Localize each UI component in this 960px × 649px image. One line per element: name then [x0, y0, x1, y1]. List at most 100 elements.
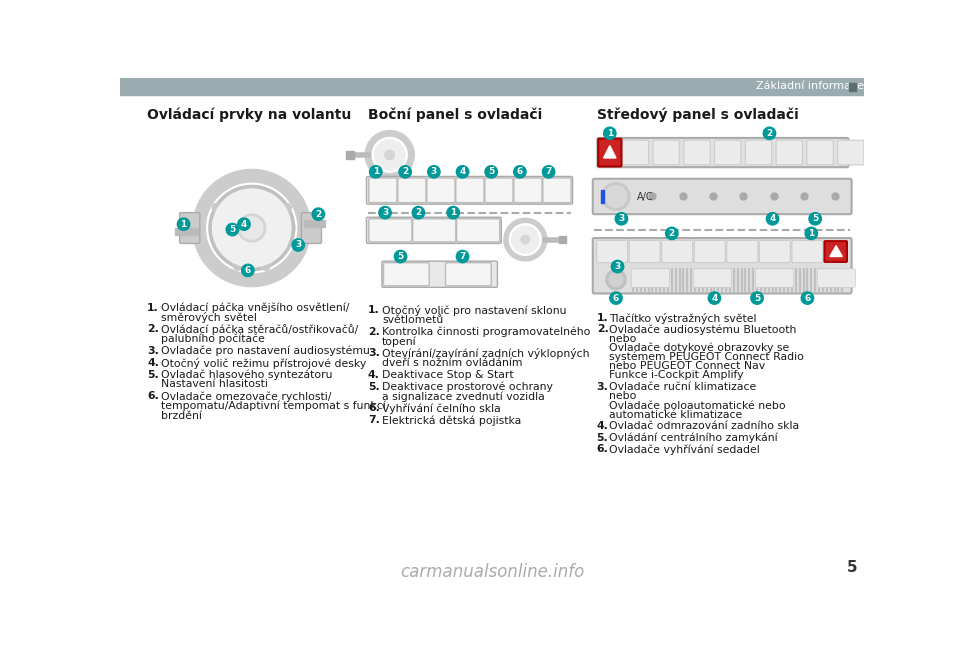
Circle shape	[751, 292, 763, 304]
FancyBboxPatch shape	[514, 178, 542, 202]
Text: Ovladače ruční klimatizace: Ovladače ruční klimatizace	[609, 382, 756, 392]
Text: 1: 1	[450, 208, 456, 217]
Circle shape	[427, 165, 440, 178]
FancyBboxPatch shape	[369, 219, 412, 242]
Text: 1: 1	[607, 129, 612, 138]
Circle shape	[521, 236, 530, 244]
Text: tempomatu/Adaptivní tempomat s funkcí: tempomatu/Adaptivní tempomat s funkcí	[161, 401, 386, 411]
Text: 5: 5	[229, 225, 235, 234]
Text: 5: 5	[754, 293, 760, 302]
Text: Ovladač odmrazování zadního skla: Ovladač odmrazování zadního skla	[609, 421, 799, 432]
Text: 4: 4	[711, 293, 718, 302]
Text: 3: 3	[295, 241, 301, 249]
FancyBboxPatch shape	[653, 140, 680, 165]
Text: Základní informace: Základní informace	[756, 81, 863, 92]
Circle shape	[512, 226, 539, 253]
Text: 2: 2	[315, 210, 322, 219]
Text: palubního počítače: palubního počítače	[161, 334, 265, 345]
Circle shape	[242, 264, 254, 276]
Circle shape	[178, 218, 190, 230]
Text: 4: 4	[241, 219, 247, 228]
FancyBboxPatch shape	[369, 178, 397, 202]
Text: 6.: 6.	[147, 391, 159, 401]
Text: Ovládací páčka vnějšího osvětlení/: Ovládací páčka vnějšího osvětlení/	[161, 302, 349, 313]
Text: carmanualsonline.info: carmanualsonline.info	[400, 563, 584, 582]
Text: Otevírání/zavírání zadních výklopných: Otevírání/zavírání zadních výklopných	[382, 348, 589, 359]
Text: směrových světel: směrových světel	[161, 312, 257, 323]
FancyBboxPatch shape	[592, 178, 852, 214]
Text: Ovladače pro nastavení audiosystému: Ovladače pro nastavení audiosystému	[161, 346, 370, 356]
Text: Deaktivace prostorové ochrany: Deaktivace prostorové ochrany	[382, 382, 553, 392]
FancyBboxPatch shape	[776, 140, 803, 165]
Text: Ovladače omezovače rychlosti/: Ovladače omezovače rychlosti/	[161, 391, 331, 402]
Text: Ovladač hlasového syntezátoru: Ovladač hlasového syntezátoru	[161, 370, 332, 380]
Text: 3: 3	[431, 167, 437, 177]
Text: 4.: 4.	[147, 358, 159, 368]
Circle shape	[456, 165, 468, 178]
Circle shape	[212, 189, 291, 267]
FancyBboxPatch shape	[180, 213, 200, 243]
Text: topení: topení	[382, 336, 417, 347]
Text: nebo PEUGEOT Connect Nav: nebo PEUGEOT Connect Nav	[609, 361, 765, 371]
FancyBboxPatch shape	[756, 269, 794, 288]
Bar	[120, 78, 864, 95]
Text: 2: 2	[416, 208, 421, 217]
Text: 6.: 6.	[596, 445, 609, 454]
Text: 1.: 1.	[596, 313, 609, 323]
Text: 7.: 7.	[368, 415, 380, 425]
Text: 3: 3	[618, 214, 625, 223]
Text: Funkce i-Cockpit Amplify: Funkce i-Cockpit Amplify	[609, 371, 744, 380]
Text: 3.: 3.	[368, 348, 380, 358]
FancyBboxPatch shape	[825, 241, 847, 262]
Circle shape	[605, 186, 627, 207]
Text: dveří s nožním ovládáním: dveří s nožním ovládáním	[382, 358, 522, 368]
Text: Deaktivace Stop & Start: Deaktivace Stop & Start	[382, 370, 514, 380]
Circle shape	[374, 140, 405, 170]
Text: 4: 4	[769, 214, 776, 223]
Text: nebo: nebo	[609, 391, 636, 401]
Circle shape	[609, 273, 623, 287]
FancyBboxPatch shape	[457, 219, 500, 242]
Text: systémem PEUGEOT Connect Radio: systémem PEUGEOT Connect Radio	[609, 352, 804, 363]
Text: Otočný volič režimu přístrojové desky: Otočný volič režimu přístrojové desky	[161, 358, 367, 369]
Circle shape	[615, 213, 628, 225]
Text: Vyhřívání čelního skla: Vyhřívání čelního skla	[382, 403, 501, 413]
Circle shape	[385, 150, 395, 160]
FancyBboxPatch shape	[622, 140, 649, 165]
Text: 1: 1	[808, 229, 814, 238]
Polygon shape	[604, 145, 616, 158]
Text: 2: 2	[669, 229, 675, 238]
Text: 4.: 4.	[596, 421, 609, 432]
FancyBboxPatch shape	[745, 140, 772, 165]
Text: 1: 1	[180, 219, 186, 228]
Text: Ovladače dotykové obrazovky se: Ovladače dotykové obrazovky se	[609, 343, 789, 353]
Circle shape	[542, 165, 555, 178]
FancyBboxPatch shape	[382, 261, 497, 288]
Circle shape	[602, 182, 630, 210]
Text: 4.: 4.	[368, 370, 380, 380]
Text: nebo: nebo	[609, 334, 636, 343]
Text: Ovládací prvky na volantu: Ovládací prvky na volantu	[147, 107, 351, 121]
Text: Ovladače vyhřívání sedadel: Ovladače vyhřívání sedadel	[609, 445, 759, 455]
Text: 7: 7	[545, 167, 552, 177]
Text: 5: 5	[397, 252, 403, 261]
Text: 2.: 2.	[368, 326, 380, 337]
Text: 6: 6	[245, 266, 251, 275]
Text: Ovladače poloautomatické nebo: Ovladače poloautomatické nebo	[609, 400, 785, 411]
Circle shape	[292, 239, 304, 251]
Circle shape	[802, 292, 814, 304]
FancyBboxPatch shape	[397, 178, 426, 202]
Text: 5.: 5.	[147, 370, 158, 380]
Circle shape	[604, 127, 616, 140]
Text: 6: 6	[516, 167, 523, 177]
FancyBboxPatch shape	[301, 213, 322, 243]
Text: 4: 4	[460, 167, 466, 177]
Text: 6.: 6.	[368, 403, 380, 413]
Circle shape	[610, 292, 622, 304]
Circle shape	[763, 127, 776, 140]
Text: A/C: A/C	[636, 192, 654, 202]
Circle shape	[456, 251, 468, 263]
Text: Ovládací páčka stěračů/ostřikovačů/: Ovládací páčka stěračů/ostřikovačů/	[161, 324, 358, 335]
Text: Středový panel s ovladači: Středový panel s ovladači	[596, 107, 799, 121]
FancyBboxPatch shape	[693, 269, 732, 288]
